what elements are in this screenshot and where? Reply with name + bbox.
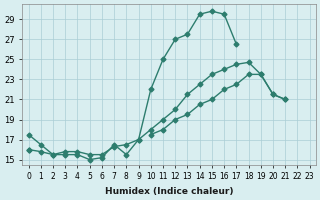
X-axis label: Humidex (Indice chaleur): Humidex (Indice chaleur) (105, 187, 233, 196)
